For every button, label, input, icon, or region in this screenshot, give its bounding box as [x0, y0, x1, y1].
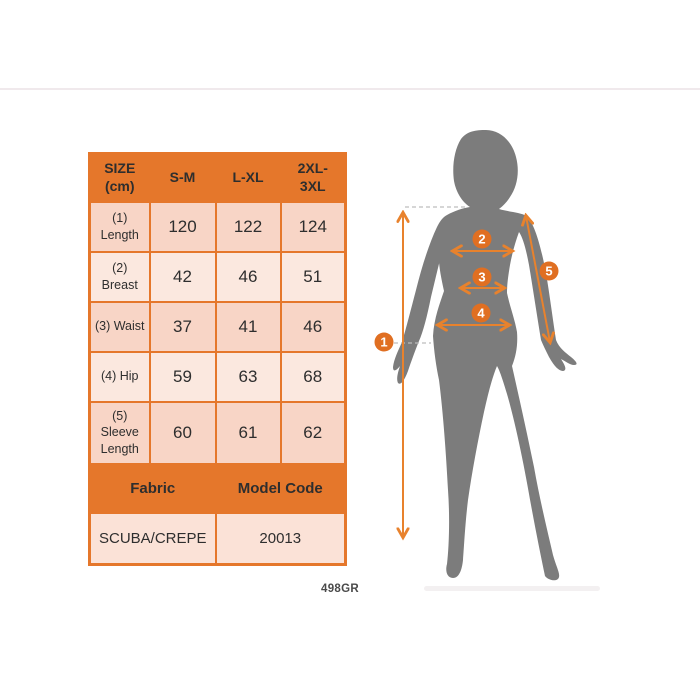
marker-3: 3	[472, 267, 492, 287]
model-code-header: Model Code	[214, 462, 347, 514]
floor-shadow	[424, 586, 600, 591]
cell-value: 62	[279, 400, 347, 465]
fabric-value-row: SCUBA/CREPE 20013	[88, 511, 347, 566]
size-table-header-row: SIZE (cm) S-M L-XL 2XL- 3XL	[88, 152, 347, 203]
row-label: (4) Hip	[88, 350, 151, 403]
marker-5-circle	[539, 261, 559, 281]
marker-2-label: 2	[478, 232, 485, 247]
table-row-waist: (3) Waist 37 41 46	[88, 300, 347, 353]
model-code-value: 20013	[214, 511, 347, 566]
size-table: SIZE (cm) S-M L-XL 2XL- 3XL (1) Length 1…	[88, 152, 347, 566]
row-label: (2) Breast	[88, 250, 151, 303]
cell-value: 60	[148, 400, 217, 465]
table-row-breast: (2) Breast 42 46 51	[88, 250, 347, 303]
col-header-sm: S-M	[148, 152, 217, 203]
cell-value: 63	[214, 350, 282, 403]
measurement-figure: 1 2 3 4 5	[374, 130, 600, 591]
cell-value: 42	[148, 250, 217, 303]
woman-silhouette	[393, 130, 577, 581]
size-header-cell: SIZE (cm)	[88, 152, 151, 203]
fabric-value: SCUBA/CREPE	[88, 511, 217, 566]
fabric-header-row: Fabric Model Code	[88, 462, 347, 514]
row-label: (5) Sleeve Length	[88, 400, 151, 465]
marker-3-label: 3	[478, 270, 485, 285]
cell-value: 37	[148, 300, 217, 353]
row-label: (3) Waist	[88, 300, 151, 353]
marker-2: 2	[472, 229, 492, 249]
cell-value: 51	[279, 250, 347, 303]
marker-1: 1	[374, 332, 394, 352]
table-row-hip: (4) Hip 59 63 68	[88, 350, 347, 403]
cell-value: 61	[214, 400, 282, 465]
marker-5-label: 5	[545, 264, 552, 279]
col-header-2xl3xl: 2XL- 3XL	[279, 152, 347, 203]
marker-4-label: 4	[477, 306, 485, 321]
cell-value: 41	[214, 300, 282, 353]
table-row-sleeve: (5) Sleeve Length 60 61 62	[88, 400, 347, 465]
fabric-header: Fabric	[88, 462, 217, 514]
marker-1-circle	[374, 332, 394, 352]
marker-3-circle	[472, 267, 492, 287]
product-code: 498GR	[321, 583, 359, 595]
cell-value: 120	[148, 200, 217, 253]
row-label: (1) Length	[88, 200, 151, 253]
sleeve-arrow	[526, 216, 550, 342]
marker-2-circle	[472, 229, 492, 249]
marker-4: 4	[471, 303, 491, 323]
page-top-divider	[0, 88, 700, 90]
table-row-length: (1) Length 120 122 124	[88, 200, 347, 253]
marker-4-circle	[471, 303, 491, 323]
cell-value: 46	[214, 250, 282, 303]
marker-5: 5	[539, 261, 559, 281]
marker-1-label: 1	[380, 335, 387, 350]
cell-value: 59	[148, 350, 217, 403]
cell-value: 124	[279, 200, 347, 253]
col-header-lxl: L-XL	[214, 152, 282, 203]
cell-value: 122	[214, 200, 282, 253]
cell-value: 46	[279, 300, 347, 353]
cell-value: 68	[279, 350, 347, 403]
